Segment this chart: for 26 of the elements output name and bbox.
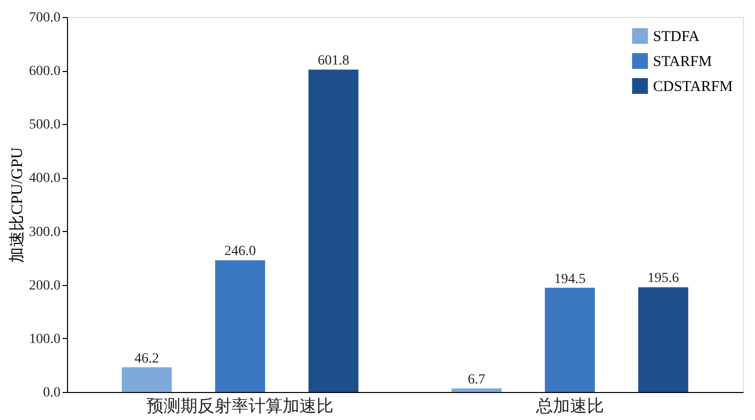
bar bbox=[452, 388, 502, 392]
bar bbox=[122, 367, 172, 392]
x-tick-label: 总加速比 bbox=[534, 396, 604, 416]
bar bbox=[544, 288, 595, 392]
y-tick-label: 200.0 bbox=[29, 278, 60, 294]
data-label: 601.8 bbox=[318, 54, 350, 69]
legend-label: STARFM bbox=[653, 54, 712, 70]
data-label: 6.7 bbox=[468, 372, 486, 388]
legend-label: CDSTARFM bbox=[653, 79, 733, 95]
y-tick-label: 700.0 bbox=[29, 10, 60, 26]
x-tick-label: 预测期反射率计算加速比 bbox=[146, 396, 334, 416]
data-label: 46.2 bbox=[134, 351, 160, 366]
y-tick-label: 0.0 bbox=[43, 386, 60, 400]
legend-label: STDFA bbox=[653, 29, 700, 45]
y-tick-label: 400.0 bbox=[29, 171, 60, 186]
y-tick-label: 100.0 bbox=[29, 332, 60, 347]
data-label: 194.5 bbox=[554, 272, 586, 287]
bar bbox=[215, 260, 266, 392]
data-label: 246.0 bbox=[224, 244, 256, 260]
bar bbox=[638, 287, 688, 392]
y-tick-label: 600.0 bbox=[29, 64, 60, 80]
y-axis-title: 加速比CPU/GPU bbox=[8, 146, 26, 263]
y-tick-label: 300.0 bbox=[29, 224, 60, 240]
data-label: 195.6 bbox=[647, 271, 679, 286]
y-tick-label: 500.0 bbox=[29, 118, 60, 133]
bar bbox=[308, 70, 358, 392]
